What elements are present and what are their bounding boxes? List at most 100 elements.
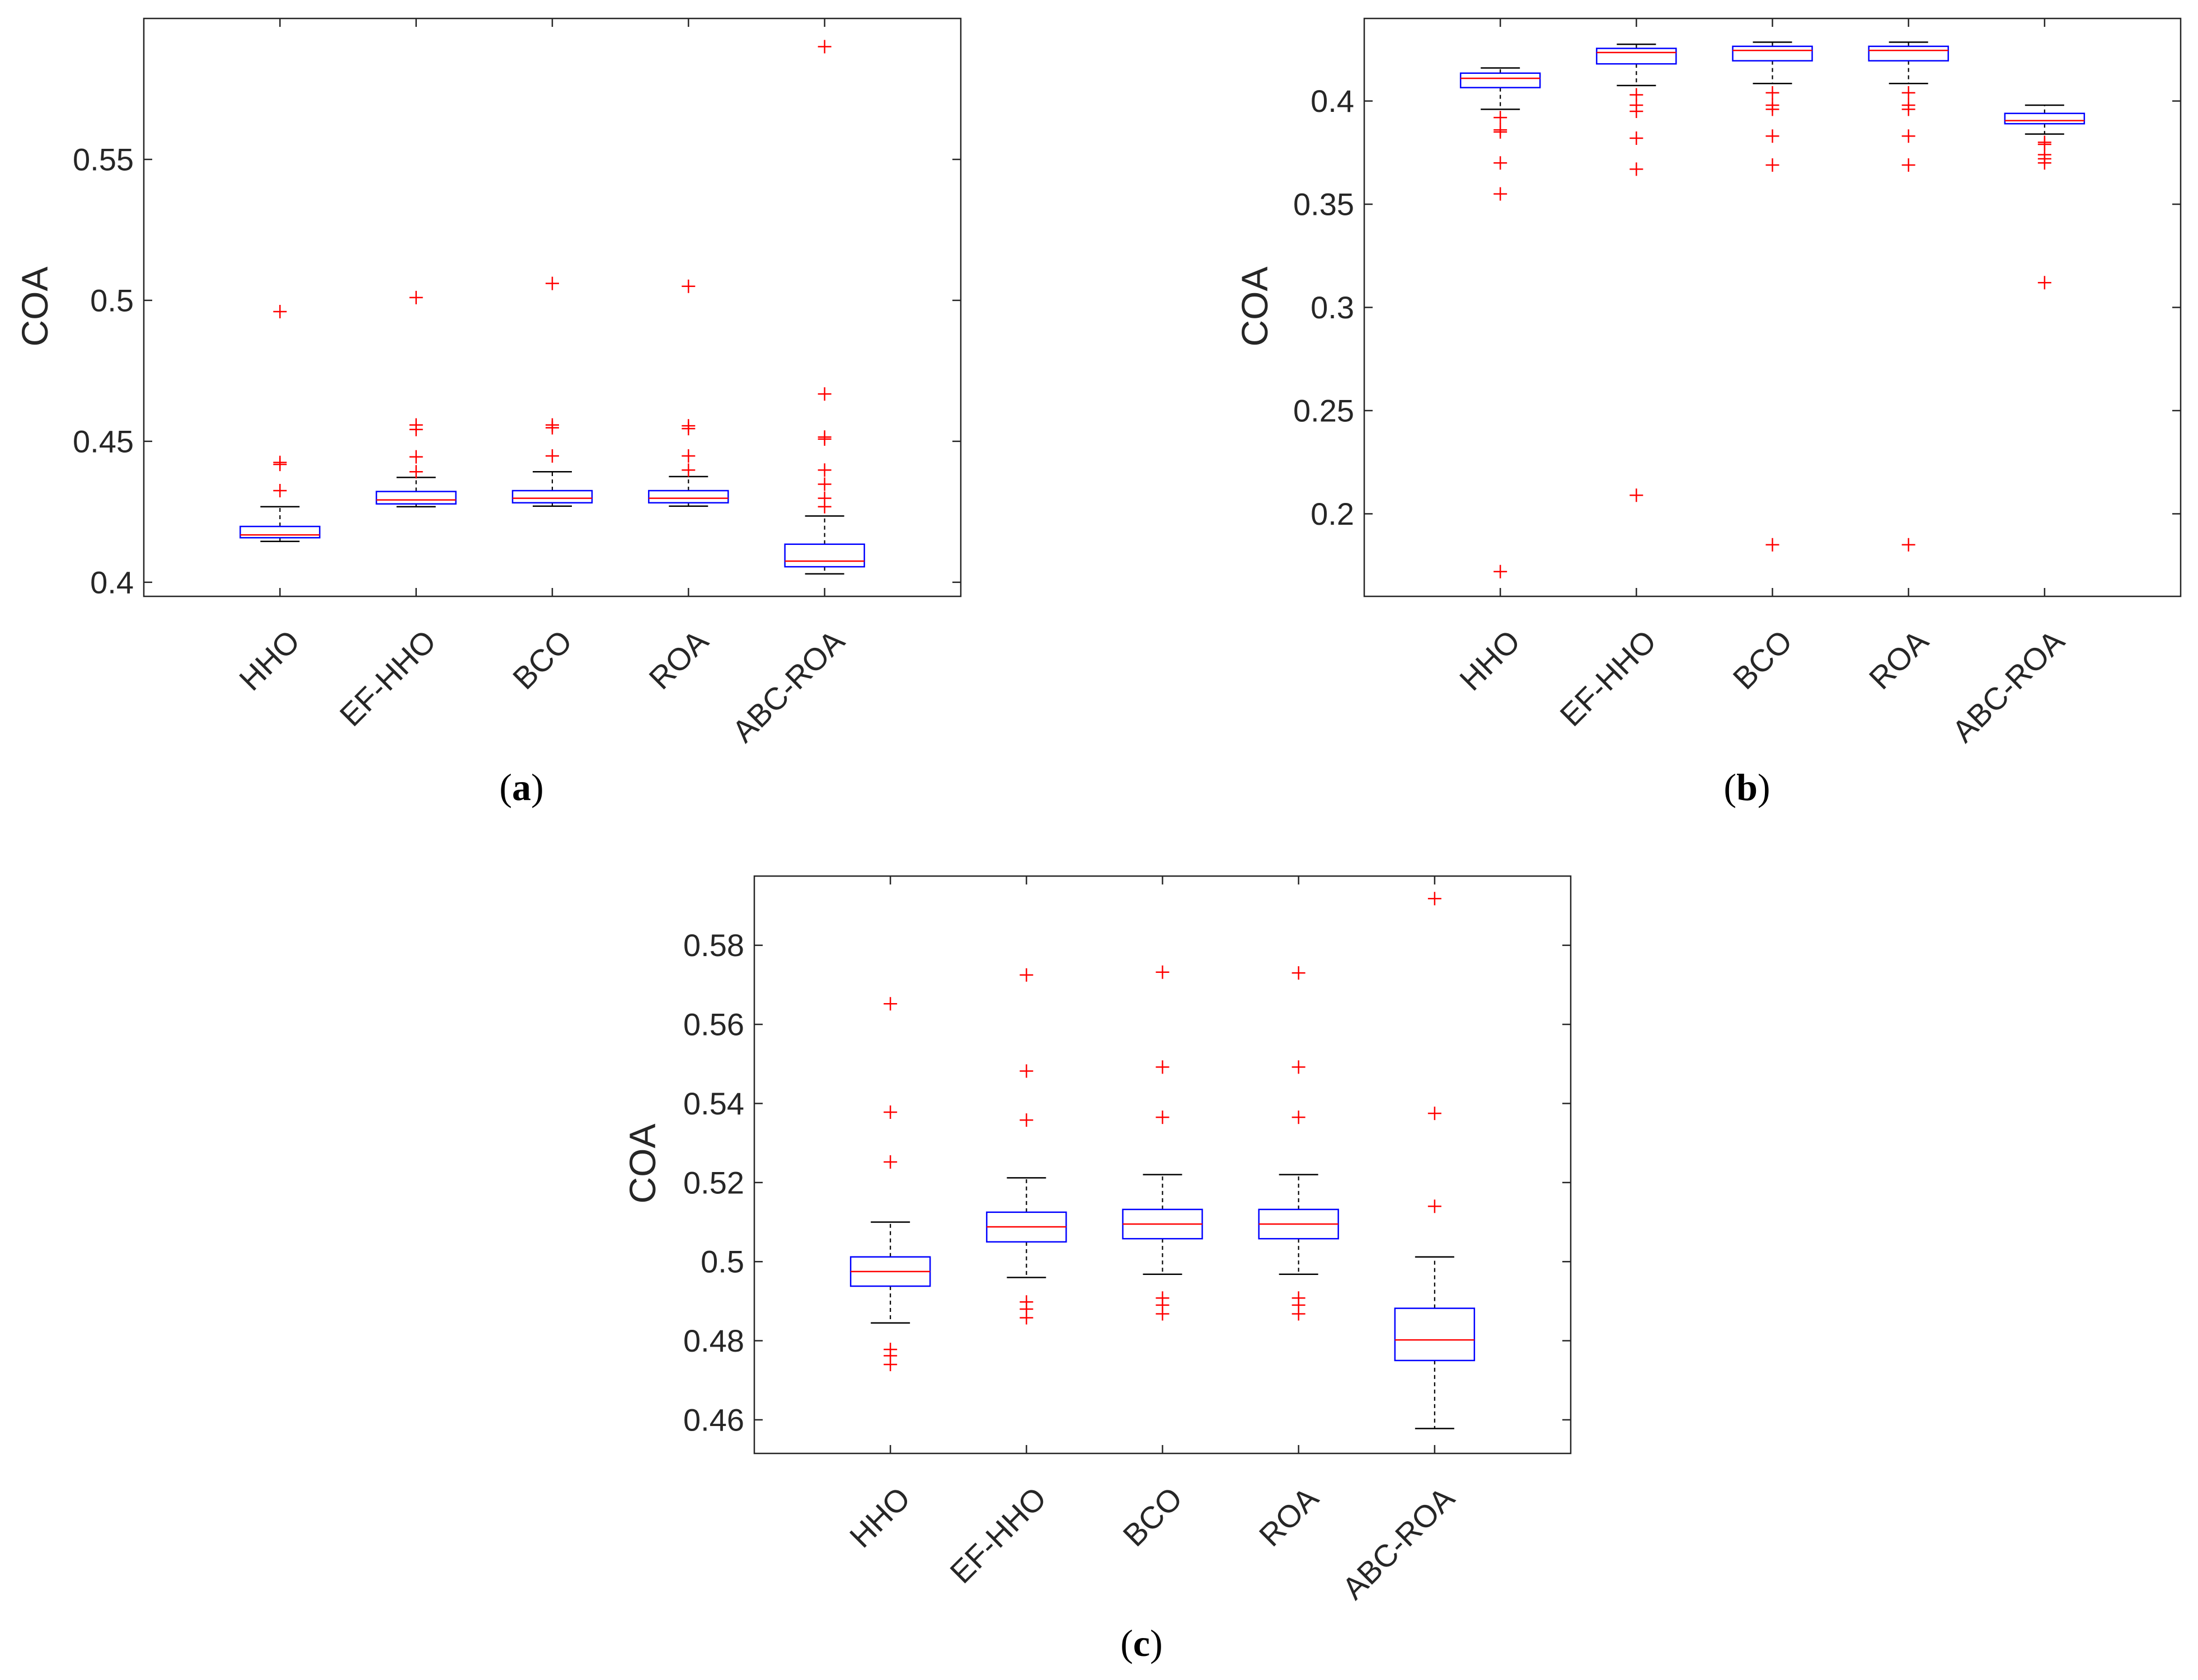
outlier-point [818,387,832,401]
outlier-point [1765,129,1779,143]
box [1394,1307,1476,1362]
outlier-point [273,305,287,319]
panel-c: 0.46 0.48 0.5 0.52 0.54 0.56 0.58 HHO EF-HHO BCO R… [622,875,1572,1664]
box [1868,45,1949,62]
plot-area-b: 0.2 0.25 0.3 0.35 0.4 HHO EF-HHO BCO ROA ABC-ROA [1293,17,2182,749]
outlier-point [1427,1107,1441,1121]
y-axis-label-c: COA [622,1123,663,1203]
box [2004,112,2086,125]
y-tick-label: 0.56 [683,1007,744,1042]
outlier-point [818,463,832,477]
caption-a: (a) [499,766,543,808]
outlier-point [1493,125,1507,139]
outlier-point [1629,105,1643,119]
outlier-point [1156,1060,1170,1074]
caption-b: (b) [1723,766,1770,808]
y-tick-label: 0.3 [1311,290,1354,325]
x-tick-label: EF-HHO [1553,623,1662,733]
outlier-point [1427,1199,1441,1213]
x-tick-label: BCO [1116,1480,1189,1553]
x-tick-label: ROA [1252,1480,1326,1553]
outlier-point [884,1357,898,1371]
outlier-point [1291,1307,1305,1321]
outlier-point [409,418,423,432]
x-tick-label: BCO [1726,623,1798,696]
y-tick-label: 0.5 [701,1244,744,1279]
outlier-point [1020,1113,1034,1127]
axes-frame [143,17,962,597]
outlier-point [682,419,696,433]
x-tick-label: EF-HHO [333,623,443,733]
outlier-point [1156,1110,1170,1124]
x-tick-label: BCO [506,623,579,696]
y-tick-label: 0.25 [1293,393,1354,428]
y-tick-label: 0.35 [1293,187,1354,222]
y-tick-label: 0.58 [683,928,744,963]
outlier-point [1629,131,1643,145]
outlier-point [1765,158,1779,172]
x-tick-label: EF-HHO [943,1480,1053,1590]
x-tick-label: ABC-ROA [1945,623,2071,749]
outlier-point [1901,158,1915,172]
outlier-point [884,1155,898,1169]
outlier-point [1901,129,1915,143]
outlier-point [884,1105,898,1119]
plot-area-c: 0.46 0.48 0.5 0.52 0.54 0.56 0.58 HHO EF-HHO BCO R… [683,875,1572,1606]
x-tick-label: ABC-ROA [1335,1480,1461,1606]
outlier-point [682,279,696,293]
outlier-point [1493,111,1507,125]
outlier-point [1156,1307,1170,1321]
panel-a: 0.4 0.45 0.5 0.55 HHO EF-HHO BCO ROA ABC-ROA COA… [14,17,962,808]
outlier-point [1901,102,1915,116]
outlier-point [818,430,832,444]
outlier-point [1629,162,1643,176]
outlier-point [1901,86,1915,100]
outlier-point [1765,102,1779,116]
y-axis-label-b: COA [1234,266,1275,346]
axes-frame [753,875,1572,1455]
outlier-point [546,418,559,432]
outlier-point [546,449,559,463]
box [648,490,729,503]
outlier-point [1291,1110,1305,1124]
box [784,543,865,568]
box [375,491,457,505]
outlier-point [2037,276,2051,290]
outlier-point [1765,86,1779,100]
outlier-point [884,997,898,1011]
outlier-point [1765,538,1779,552]
outlier-point [1901,538,1915,552]
x-tick-label: HHO [232,623,307,698]
box [1732,45,1813,62]
box [239,525,321,539]
box [1596,48,1677,65]
outlier-point [682,449,696,463]
x-tick-label: ABC-ROA [725,623,851,749]
box [1459,72,1541,88]
outlier-point [409,465,423,479]
outlier-point [1493,564,1507,578]
x-tick-label: ROA [642,623,715,696]
plot-area-a: 0.4 0.45 0.5 0.55 HHO EF-HHO BCO ROA ABC-ROA [73,17,962,749]
outlier-point [818,491,832,505]
outlier-point [409,450,423,464]
outlier-point [818,40,832,54]
outlier-point [1493,187,1507,201]
outlier-point [1291,1060,1305,1074]
y-tick-label: 0.52 [683,1165,744,1200]
outlier-point [1020,968,1034,982]
y-tick-label: 0.4 [1311,83,1354,119]
outlier-point [1020,1311,1034,1325]
x-tick-label: ROA [1862,623,1936,696]
caption-c: (c) [1120,1622,1163,1664]
outlier-point [546,276,559,290]
outlier-point [1291,966,1305,980]
outlier-point [273,455,287,469]
outlier-point [409,290,423,304]
y-tick-label: 0.2 [1311,496,1354,531]
outlier-point [1629,488,1643,502]
y-tick-label: 0.45 [73,423,134,459]
x-tick-label: HHO [1453,623,1527,698]
y-axis-label-a: COA [14,266,55,346]
